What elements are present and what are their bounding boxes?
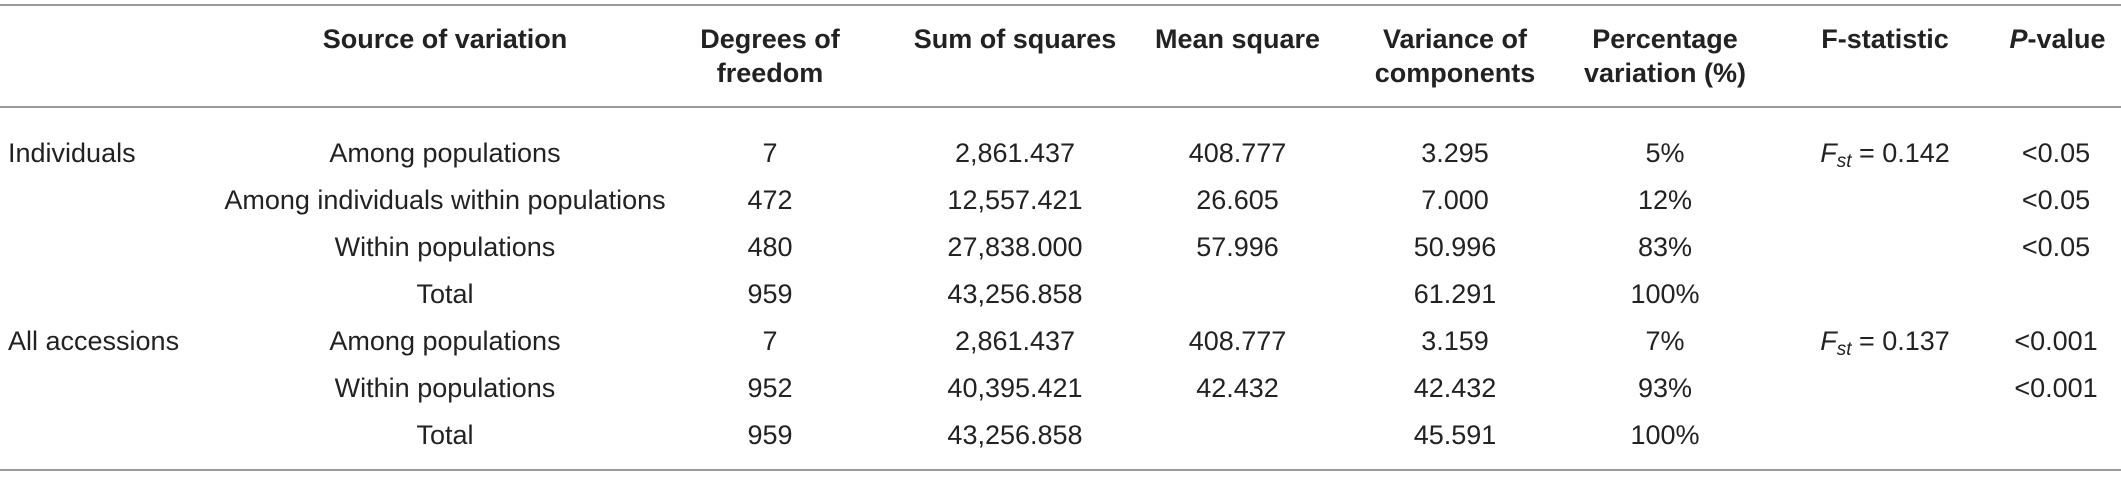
percentage-variation-cell: 100% [1630,420,1700,450]
header-p-value: P-value [2009,24,2106,54]
table-row: Within populations 952 40,395.421 42.432… [0,365,2121,412]
source-of-variation-cell: Total [416,420,474,450]
source-of-variation-cell: Among populations [329,138,561,168]
header-sum-of-squares: Sum of squares [913,24,1117,54]
mean-square-cell: 57.996 [1196,232,1279,262]
percentage-variation-cell: 100% [1630,279,1700,309]
percentage-variation-cell: 12% [1637,185,1693,215]
percentage-variation-cell: 93% [1637,373,1693,403]
header-f-statistic: F-statistic [1821,24,1949,54]
table-row: Individuals Among populations 7 2,861.43… [0,130,2121,177]
p-value-cell: <0.05 [2021,185,2091,215]
table-header-rule [0,106,2121,108]
row-group-label: Individuals [8,138,136,168]
p-value-cell: <0.05 [2021,232,2091,262]
p-value-cell: <0.001 [2014,373,2098,403]
variance-of-components-cell: 45.591 [1413,420,1497,450]
degrees-of-freedom-cell: 480 [747,232,793,262]
degrees-of-freedom-cell: 472 [747,185,793,215]
variance-of-components-cell: 3.295 [1421,138,1489,168]
row-group-label: All accessions [8,326,180,356]
degrees-of-freedom-cell: 959 [747,420,793,450]
table-row: All accessions Among populations 7 2,861… [0,318,2121,365]
mean-square-cell: 408.777 [1188,326,1287,356]
table-row: Among individuals within populations 472… [0,177,2121,224]
variance-of-components-cell: 7.000 [1421,185,1489,215]
table-header: Source of variation Degrees of freedom S… [0,22,2121,102]
degrees-of-freedom-cell: 7 [762,138,778,168]
source-of-variation-cell: Among populations [329,326,561,356]
mean-square-cell: 408.777 [1188,138,1287,168]
header-variance-of-components: Variance of components [1374,24,1536,88]
degrees-of-freedom-cell: 959 [747,279,793,309]
degrees-of-freedom-cell: 952 [747,373,793,403]
sum-of-squares-cell: 40,395.421 [947,373,1083,403]
degrees-of-freedom-cell: 7 [762,326,778,356]
sum-of-squares-cell: 2,861.437 [954,326,1076,356]
p-value-cell: <0.05 [2021,138,2091,168]
p-value-cell: <0.001 [2014,326,2098,356]
sum-of-squares-cell: 2,861.437 [954,138,1076,168]
table-top-rule [0,4,2121,6]
sum-of-squares-cell: 43,256.858 [947,279,1083,309]
source-of-variation-cell: Within populations [334,232,556,262]
sum-of-squares-cell: 12,557.421 [947,185,1083,215]
header-mean-square: Mean square [1154,24,1321,54]
mean-square-cell: 42.432 [1196,373,1279,403]
variance-of-components-cell: 3.159 [1421,326,1489,356]
f-statistic-cell: Fst = 0.137 [1820,326,1950,360]
table-row: Total 959 43,256.858 45.591 100% [0,412,2121,459]
table-bottom-rule [0,469,2121,471]
variance-of-components-cell: 50.996 [1413,232,1497,262]
header-degrees-of-freedom: Degrees of freedom [700,24,840,88]
header-percentage-variation: Percentage variation (%) [1583,24,1747,88]
percentage-variation-cell: 5% [1645,138,1685,168]
variance-of-components-cell: 42.432 [1413,373,1497,403]
sum-of-squares-cell: 43,256.858 [947,420,1083,450]
mean-square-cell: 26.605 [1196,185,1279,215]
percentage-variation-cell: 83% [1637,232,1693,262]
source-of-variation-cell: Total [416,279,474,309]
source-of-variation-cell: Among individuals within populations [224,185,666,215]
table-row: Within populations 480 27,838.000 57.996… [0,224,2121,271]
header-source-of-variation: Source of variation [322,24,568,54]
source-of-variation-cell: Within populations [334,373,556,403]
f-statistic-cell: Fst = 0.142 [1820,138,1950,172]
sum-of-squares-cell: 27,838.000 [947,232,1083,262]
percentage-variation-cell: 7% [1645,326,1685,356]
variance-of-components-cell: 61.291 [1413,279,1497,309]
table-row: Total 959 43,256.858 61.291 100% [0,271,2121,318]
